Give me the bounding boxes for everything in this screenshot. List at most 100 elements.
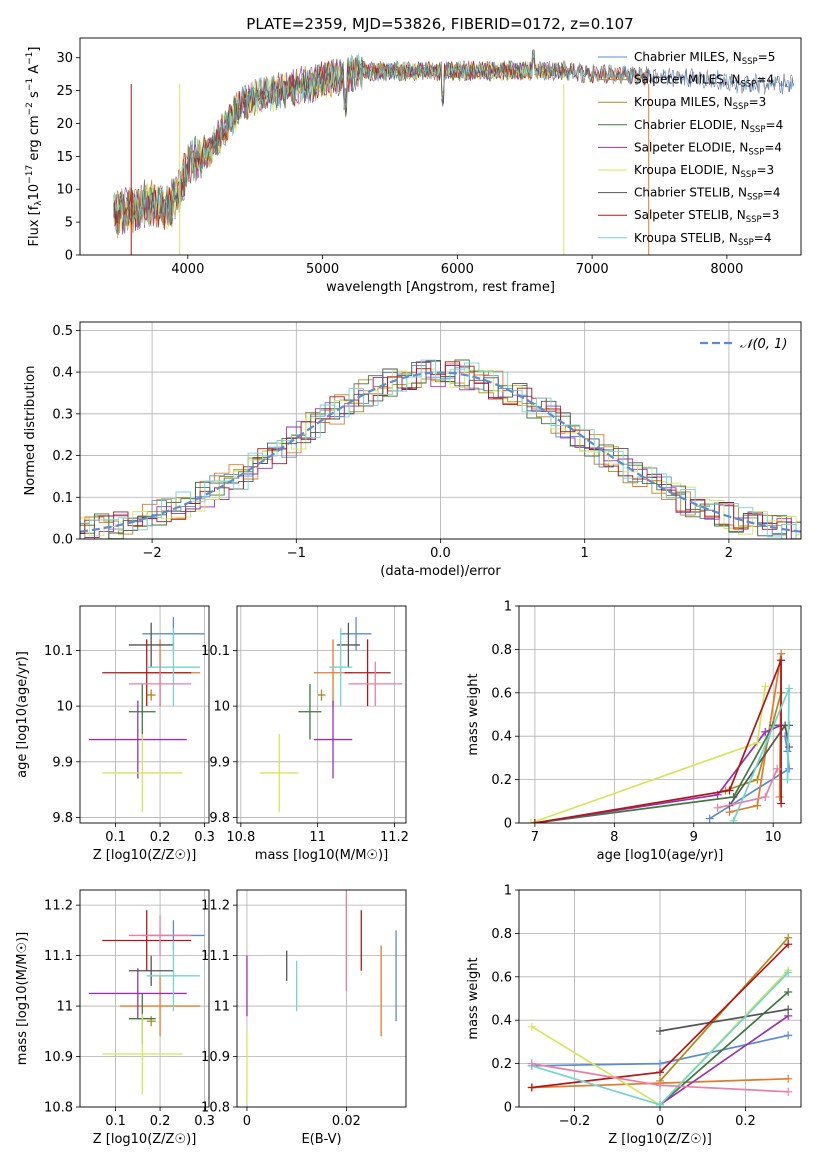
y-axis-label: mass weight [466, 957, 481, 1039]
y-tick-label: 9.8 [209, 811, 230, 826]
y-tick-label: 0 [504, 1101, 512, 1116]
mass-weight-point [784, 1074, 793, 1083]
mass-weight-line [534, 659, 782, 823]
x-tick-label: 0.02 [332, 1114, 361, 1129]
y-tick-label: 0.8 [491, 643, 512, 658]
y-tick-label: 0.3 [52, 407, 73, 422]
x-tick-label: −2 [143, 546, 162, 561]
y-tick-label: 11.1 [201, 949, 230, 964]
legend-label: Kroupa MILES, NSSP=3 [634, 95, 766, 112]
mass-weight-point [753, 801, 762, 810]
y-tick-label: 10.9 [44, 1050, 73, 1065]
y-tick-label: 11.2 [44, 899, 73, 914]
panel-massweight-vs-age: 7 8 9 10 0 0.2 0.4 0.6 0.8 1 age [log10(age/yr)] ma… [466, 600, 802, 863]
mass-weight-point [784, 987, 793, 996]
y-tick-label: 15 [56, 150, 73, 165]
panel-mass-vs-ebv: 0 0.02 10.8 10.9 11 11.1 11.2 E(B-V) [201, 889, 407, 1147]
y-axis-label: age [log10(age/yr)] [15, 651, 30, 778]
mass-weight-point [527, 1022, 536, 1031]
axes-frame [79, 605, 210, 824]
mass-weight-line [530, 686, 767, 823]
mass-weight-point [775, 792, 784, 801]
spectrum-line [113, 52, 649, 228]
y-tick-label: 0.0 [52, 533, 73, 548]
y-tick-label: 9.8 [52, 811, 73, 826]
normal-curve [80, 371, 801, 533]
x-axis-label: age [log10(age/yr)] [597, 848, 724, 863]
mass-weight-point [784, 1005, 793, 1014]
mass-weight-point [785, 743, 794, 752]
histogram-step [80, 378, 801, 539]
legend-label: Chabrier STELIB, NSSP=4 [634, 186, 781, 203]
axes-frame [79, 889, 210, 1108]
histogram-step [80, 362, 801, 539]
y-tick-label: 10.1 [44, 644, 73, 659]
x-tick-label: 0.3 [194, 830, 215, 845]
x-tick-label: 0.2 [150, 830, 171, 845]
mass-weight-point [761, 727, 770, 736]
plot-area [526, 649, 794, 823]
histogram-step [80, 359, 801, 539]
y-tick-label: 1 [504, 884, 512, 899]
x-tick-label: 11 [309, 830, 326, 845]
spectrum-line [113, 54, 649, 239]
y-tick-label: 0.4 [52, 366, 73, 381]
y-tick-label: 0.1 [52, 491, 73, 506]
x-tick-label: 5000 [306, 262, 339, 277]
y-tick-label: 0.2 [491, 1057, 512, 1072]
x-axis-label: Z [log10(Z/Z☉)] [93, 1132, 197, 1147]
plot-area [246, 890, 397, 1102]
y-tick-label: 10 [213, 700, 230, 715]
y-tick-label: 0.4 [491, 1014, 512, 1029]
y-tick-label: 0 [504, 817, 512, 832]
x-tick-label: 1 [581, 546, 589, 561]
y-tick-label: 30 [56, 51, 73, 66]
y-axis-label: Normed distribution [23, 366, 38, 496]
y-tick-label: 0.5 [52, 324, 73, 339]
panel-massweight-vs-Z: −0.2 0 0.2 0 0.2 0.4 0.6 0.8 1 Z [log10(Z/Z☉)] mas… [466, 884, 802, 1147]
panel-age-vs-Z: 0.1 0.2 0.3 9.8 9.9 10 10.1 Z [log10(Z/Z☉)] age … [15, 605, 215, 863]
mass-weight-point [785, 684, 794, 693]
x-tick-label: 7000 [576, 262, 609, 277]
x-tick-label: 0.2 [735, 1114, 756, 1129]
legend-label: Kroupa ELODIE, NSSP=3 [634, 163, 774, 180]
panel-age-vs-mass: 10.8 11 11.2 9.8 9.9 10 10.1 mass [log10(M/M☉)] [201, 605, 409, 863]
x-tick-label: 11.2 [380, 830, 409, 845]
mass-weight-point [656, 1081, 664, 1090]
histogram-step [80, 360, 801, 539]
y-tick-label: 0.6 [491, 686, 512, 701]
mass-weight-point [761, 682, 770, 691]
legend: Chabrier MILES, NSSP=5 Salpeter MILES, NS… [598, 50, 783, 248]
mass-weight-point [773, 764, 782, 773]
plot-area [88, 910, 205, 1095]
x-axis-label: wavelength [Angstrom, rest frame] [326, 280, 555, 295]
x-axis-label: Z [log10(Z/Z☉)] [608, 1132, 712, 1147]
y-tick-label: 11.1 [44, 949, 73, 964]
x-tick-label: 0.0 [430, 546, 451, 561]
x-axis-label: Z [log10(Z/Z☉)] [93, 848, 197, 863]
y-tick-label: 11.2 [201, 899, 230, 914]
y-tick-label: 9.9 [52, 755, 73, 770]
y-tick-label: 0.4 [491, 730, 512, 745]
mass-weight-point [753, 738, 762, 747]
x-axis-label: (data-model)/error [380, 564, 501, 579]
x-tick-label: 8 [610, 830, 618, 845]
legend: 𝒩(0, 1) [700, 337, 787, 352]
legend-label: Chabrier ELODIE, NSSP=4 [634, 118, 783, 135]
mass-weight-point [777, 799, 786, 808]
y-tick-label: 0.6 [491, 970, 512, 985]
axes-frame [79, 37, 802, 256]
axes-frame [79, 321, 802, 540]
mass-weight-point [777, 656, 786, 665]
legend-label: 𝒩(0, 1) [740, 337, 787, 352]
mass-weight-point [527, 1059, 536, 1068]
x-tick-label: 9 [690, 830, 698, 845]
y-tick-label: 11 [213, 1000, 230, 1015]
y-tick-label: 11 [56, 1000, 73, 1015]
mass-weight-point [713, 803, 722, 812]
mass-weight-point [725, 786, 734, 795]
panel-residual-histogram: −2 −1 0.0 1 2 0.0 0.1 0.2 0.3 0.4 0.5 (data-model)/… [23, 321, 802, 579]
panel-mass-vs-Z: 0.1 0.2 0.3 10.8 10.9 11 11.1 11.2 Z [log10(Z/Z☉… [15, 889, 215, 1147]
x-tick-label: 7 [531, 830, 539, 845]
